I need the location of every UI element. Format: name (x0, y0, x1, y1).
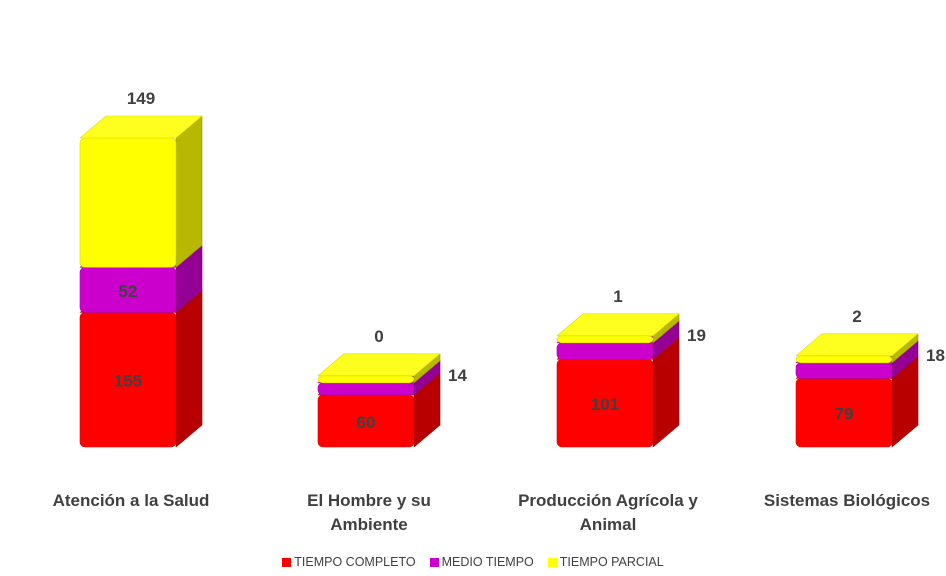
bar-side-tiempo-parcial-atencion-a-la-salud (175, 115, 203, 268)
bar-group-atencion-a-la-salud: 155 52 149 (79, 89, 203, 448)
category-label-produccion-agricola-y-animal: Producción Agrícola y Animal (498, 489, 718, 537)
legend-swatch-medio-tiempo (429, 557, 439, 567)
data-label-medio-tiempo-atencion-a-la-salud: 52 (119, 282, 138, 301)
data-label-tiempo-completo-sistemas-biologicos: 79 (835, 405, 854, 424)
legend-item-medio-tiempo: MEDIO TIEMPO (429, 554, 534, 570)
category-label-line: El Hombre y su (307, 491, 431, 510)
legend-label-tiempo-parcial: TIEMPO PARCIAL (559, 555, 664, 569)
legend-item-tiempo-parcial: TIEMPO PARCIAL (547, 554, 664, 570)
category-label-line: Atención a la Salud (52, 491, 210, 510)
category-label-line: Producción Agrícola y (518, 491, 698, 510)
bar-top-tiempo-parcial-el-hombre-y-su-ambiente (317, 353, 441, 377)
bar-medio-tiempo-produccion-agricola-y-animal (556, 342, 654, 360)
category-label-line: Sistemas Biológicos (763, 491, 931, 510)
legend-swatch-tiempo-completo (282, 557, 292, 567)
legend-item-tiempo-completo: TIEMPO COMPLETO (282, 554, 416, 570)
data-label-tiempo-parcial-produccion-agricola-y-animal: 1 (613, 287, 622, 306)
bar-tiempo-parcial-atencion-a-la-salud (79, 137, 177, 268)
bar-group-el-hombre-y-su-ambiente: 60 14 0 (317, 327, 467, 448)
legend-swatch-tiempo-parcial (547, 557, 557, 567)
data-label-tiempo-completo-produccion-agricola-y-animal: 101 (591, 395, 619, 414)
bar-side-tiempo-completo-atencion-a-la-salud (175, 290, 203, 448)
bar-tiempo-parcial-sistemas-biologicos (795, 355, 893, 364)
bar-tiempo-parcial-produccion-agricola-y-animal (556, 335, 654, 344)
data-label-tiempo-parcial-atencion-a-la-salud: 149 (127, 89, 155, 108)
data-label-tiempo-completo-atencion-a-la-salud: 155 (114, 372, 142, 391)
data-label-tiempo-parcial-el-hombre-y-su-ambiente: 0 (374, 327, 383, 346)
data-label-medio-tiempo-produccion-agricola-y-animal: 19 (687, 326, 706, 345)
data-label-medio-tiempo-el-hombre-y-su-ambiente: 14 (448, 366, 467, 385)
bar-top-tiempo-parcial-produccion-agricola-y-animal (556, 313, 680, 337)
bar-medio-tiempo-el-hombre-y-su-ambiente (317, 382, 415, 396)
data-label-tiempo-completo-el-hombre-y-su-ambiente: 60 (357, 413, 376, 432)
bar-top-tiempo-parcial-atencion-a-la-salud (79, 115, 203, 139)
bar-group-sistemas-biologicos: 79 18 2 (795, 307, 945, 448)
bar-tiempo-parcial-el-hombre-y-su-ambiente (317, 375, 415, 384)
bar-group-produccion-agricola-y-animal: 101 19 1 (556, 287, 706, 448)
data-label-tiempo-parcial-sistemas-biologicos: 2 (852, 307, 861, 326)
category-label-atencion-a-la-salud: Atención a la Salud (21, 489, 241, 513)
legend: TIEMPO COMPLETO MEDIO TIEMPO TIEMPO PARC… (0, 554, 946, 570)
category-label-line: Animal (579, 515, 637, 534)
category-label-line: Ambiente (330, 515, 408, 534)
legend-label-tiempo-completo: TIEMPO COMPLETO (294, 555, 416, 569)
bar-top-tiempo-parcial-sistemas-biologicos (795, 333, 919, 357)
legend-label-medio-tiempo: MEDIO TIEMPO (441, 555, 534, 569)
data-label-medio-tiempo-sistemas-biologicos: 18 (926, 346, 945, 365)
bar-medio-tiempo-sistemas-biologicos (795, 362, 893, 379)
category-label-sistemas-biologicos: Sistemas Biológicos (737, 489, 946, 513)
category-label-el-hombre-y-su-ambiente: El Hombre y su Ambiente (259, 489, 479, 537)
